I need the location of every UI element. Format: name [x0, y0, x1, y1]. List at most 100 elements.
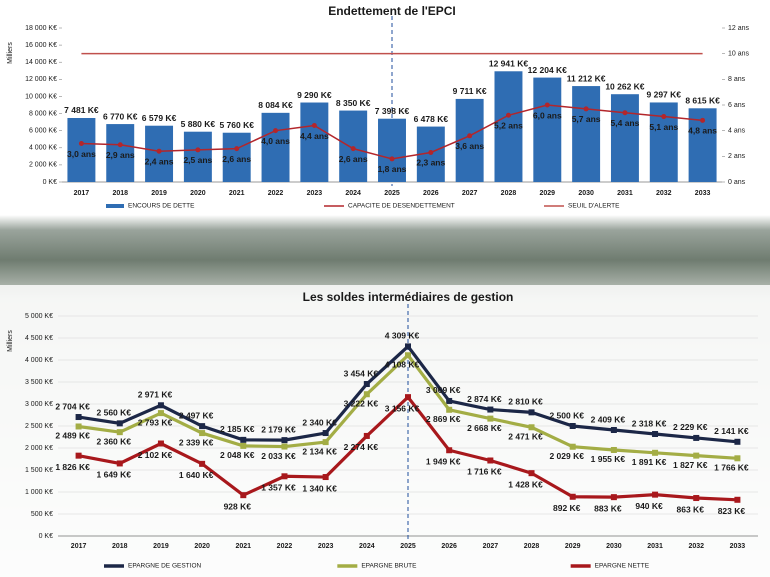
marker	[487, 415, 494, 422]
value-label: 9 297 K€	[647, 90, 682, 100]
marker	[195, 147, 201, 153]
value-label: 2,4 ans	[145, 156, 174, 166]
value-label: 2 340 K€	[302, 417, 337, 427]
bottom-panel	[0, 285, 770, 577]
value-label: 2 668 K€	[467, 423, 502, 433]
legend-label: SEUIL D'ALERTE	[568, 203, 620, 210]
bar	[494, 71, 523, 182]
marker	[610, 427, 617, 434]
marker	[652, 449, 659, 456]
bar	[261, 112, 290, 182]
marker	[505, 112, 511, 118]
y-axis-label: Milliers	[7, 330, 14, 352]
value-label: 2 971 K€	[138, 390, 173, 400]
value-label: 1 716 K€	[467, 467, 502, 477]
x-tick-label: 2026	[441, 543, 457, 550]
value-label: 1 955 K€	[591, 454, 626, 464]
value-label: 2,9 ans	[106, 150, 135, 160]
y-tick-label: 2 500 K€	[25, 423, 53, 430]
marker	[652, 431, 659, 438]
marker	[75, 423, 82, 430]
x-tick-label: 2022	[277, 543, 293, 550]
x-tick-label: 2029	[565, 543, 581, 550]
marker	[199, 430, 206, 437]
x-tick-label: 2017	[74, 190, 90, 197]
value-label: 7 481 K€	[64, 105, 99, 115]
value-label: 2 810 K€	[508, 397, 543, 407]
value-label: 6 770 K€	[103, 111, 138, 121]
value-label: 10 262 K€	[605, 81, 644, 91]
value-label: 2 869 K€	[426, 414, 461, 424]
legend-swatch	[106, 204, 124, 208]
value-label: 2,5 ans	[183, 155, 212, 165]
marker	[281, 443, 288, 450]
value-label: 2 360 K€	[97, 436, 132, 446]
marker	[240, 442, 247, 449]
value-label: 823 K€	[718, 506, 746, 516]
marker	[116, 420, 123, 427]
y2-tick-label: 12 ans	[728, 25, 750, 32]
value-label: 2 048 K€	[220, 450, 255, 460]
marker	[75, 414, 82, 421]
marker	[583, 106, 589, 112]
marker	[117, 142, 123, 148]
x-tick-label: 2022	[268, 190, 284, 197]
marker	[446, 406, 453, 413]
marker	[116, 429, 123, 436]
value-label: 2 497 K€	[179, 410, 214, 420]
marker	[389, 156, 395, 162]
value-label: 1 649 K€	[97, 470, 132, 480]
marker	[652, 491, 659, 498]
marker	[693, 434, 700, 441]
value-label: 3 454 K€	[344, 368, 379, 378]
value-label: 9 290 K€	[297, 90, 332, 100]
value-label: 2 560 K€	[97, 408, 132, 418]
marker	[199, 460, 206, 467]
marker	[569, 423, 576, 429]
bar	[572, 86, 601, 182]
y2-tick-label: 0 ans	[728, 179, 746, 186]
value-label: 2 029 K€	[549, 451, 584, 461]
x-tick-label: 2025	[384, 190, 400, 197]
legend-label: ENCOURS DE DETTE	[128, 203, 195, 210]
value-label: 2 339 K€	[179, 437, 214, 447]
marker	[528, 409, 535, 416]
value-label: 12 941 K€	[489, 59, 528, 69]
y-tick-label: 10 000 K€	[25, 93, 57, 100]
y-tick-label: 2 000 K€	[25, 445, 53, 452]
value-label: 863 K€	[677, 504, 705, 514]
value-label: 928 K€	[224, 501, 252, 511]
marker	[405, 352, 411, 359]
y-tick-label: 8 000 K€	[29, 110, 57, 117]
y-tick-label: 2 000 K€	[29, 162, 57, 169]
value-label: 2 489 K€	[55, 431, 90, 441]
y2-tick-label: 8 ans	[728, 76, 746, 83]
value-label: 2 409 K€	[591, 414, 626, 424]
x-tick-label: 2031	[647, 543, 663, 550]
marker	[240, 436, 247, 443]
value-label: 2 229 K€	[673, 422, 708, 432]
value-label: 1,8 ans	[378, 164, 407, 174]
legend-label: EPARGNE BRUTE	[361, 563, 417, 570]
marker	[487, 457, 494, 464]
legend-label: EPARGNE NETTE	[595, 563, 650, 570]
value-label: 940 K€	[635, 501, 663, 511]
x-tick-label: 2027	[483, 543, 499, 550]
value-label: 2 033 K€	[261, 451, 296, 461]
x-tick-label: 2028	[501, 190, 517, 197]
value-label: 4 309 K€	[385, 331, 420, 341]
value-label: 4,4 ans	[300, 131, 329, 141]
y-tick-label: 3 500 K€	[25, 379, 53, 386]
marker	[75, 452, 82, 459]
bar	[145, 125, 174, 182]
y-tick-label: 0 K€	[39, 533, 54, 540]
x-tick-label: 2024	[345, 190, 361, 197]
marker	[350, 146, 356, 152]
marker	[693, 495, 700, 502]
y2-tick-label: 6 ans	[728, 102, 746, 109]
x-tick-label: 2033	[695, 190, 711, 197]
value-label: 1 357 K€	[261, 483, 296, 493]
marker	[322, 474, 329, 481]
value-label: 8 350 K€	[336, 98, 371, 108]
